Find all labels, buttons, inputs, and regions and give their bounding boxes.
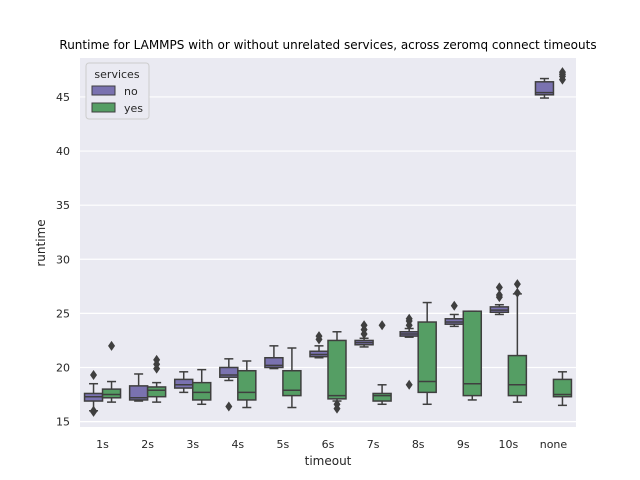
x-tick-label: 3s bbox=[186, 438, 199, 451]
outlier-point bbox=[315, 331, 323, 342]
box-yes-1s bbox=[101, 340, 122, 403]
box-no-9s bbox=[444, 300, 465, 328]
outlier-point bbox=[513, 287, 521, 298]
box-yes-9s bbox=[462, 310, 483, 401]
box-yes-2s bbox=[146, 354, 167, 403]
y-tick-label: 40 bbox=[56, 145, 70, 158]
box-plots bbox=[83, 67, 573, 417]
x-tick-label: 4s bbox=[231, 438, 244, 451]
outlier-point bbox=[405, 379, 413, 390]
box-body bbox=[264, 356, 284, 369]
box-yes-10s bbox=[507, 279, 528, 403]
x-tick-label: 9s bbox=[457, 438, 470, 451]
box-yes-5s bbox=[282, 347, 302, 409]
box-no-10s bbox=[489, 282, 510, 316]
box-body bbox=[462, 310, 483, 397]
box-yes-6s bbox=[327, 331, 347, 414]
box-yes-none bbox=[552, 67, 573, 407]
box-body bbox=[101, 388, 122, 399]
legend: services no yes bbox=[85, 62, 150, 120]
outlier-point bbox=[405, 313, 413, 324]
box-body bbox=[507, 354, 528, 397]
box-yes-7s bbox=[372, 320, 392, 406]
x-tick-label: 6s bbox=[322, 438, 335, 451]
box-no-none bbox=[534, 77, 555, 99]
box-body bbox=[417, 321, 437, 394]
y-tick-label: 15 bbox=[56, 416, 70, 429]
box-no-4s bbox=[219, 358, 239, 412]
y-tick-label: 20 bbox=[56, 361, 70, 374]
outlier-point bbox=[495, 289, 503, 300]
box-body bbox=[237, 369, 257, 401]
legend-title: services bbox=[94, 68, 139, 81]
box-yes-3s bbox=[191, 368, 212, 406]
box-body bbox=[372, 392, 392, 402]
box-body bbox=[173, 378, 194, 389]
outlier-point bbox=[378, 320, 386, 331]
grid-lines bbox=[80, 96, 576, 423]
outlier-point bbox=[90, 370, 98, 381]
outlier-point bbox=[495, 282, 503, 293]
legend-label-no: no bbox=[124, 85, 138, 98]
chart-title: Runtime for LAMMPS with or without unrel… bbox=[59, 38, 596, 52]
outlier-point bbox=[333, 403, 341, 414]
x-tick-label: none bbox=[540, 438, 568, 451]
box-body bbox=[191, 381, 212, 401]
x-axis-label: timeout bbox=[305, 454, 352, 468]
x-tick-label: 8s bbox=[412, 438, 425, 451]
box-no-5s bbox=[264, 345, 284, 370]
outlier-point bbox=[225, 401, 233, 412]
x-tick-label: 1s bbox=[96, 438, 109, 451]
x-tick-label: 5s bbox=[277, 438, 290, 451]
box-no-6s bbox=[309, 331, 329, 359]
box-body bbox=[146, 386, 167, 398]
y-tick-label: 45 bbox=[56, 91, 70, 104]
box-yes-8s bbox=[417, 301, 437, 406]
box-yes-4s bbox=[237, 360, 257, 409]
x-tick-label: 7s bbox=[367, 438, 380, 451]
y-axis-ticks: 15 20 25 30 35 40 45 bbox=[56, 91, 70, 429]
outlier-point bbox=[513, 279, 521, 290]
x-axis-ticks: 1s 2s 3s 4s 5s 6s 7s 8s 9s 10s none bbox=[96, 438, 567, 451]
box-body bbox=[327, 339, 347, 400]
y-tick-label: 25 bbox=[56, 307, 70, 320]
outlier-point bbox=[450, 300, 458, 311]
legend-swatch-no bbox=[91, 85, 116, 96]
outlier-point bbox=[108, 340, 116, 351]
box-no-2s bbox=[128, 373, 149, 402]
y-axis-label: runtime bbox=[34, 219, 48, 266]
box-no-1s bbox=[83, 370, 104, 417]
box-no-8s bbox=[399, 313, 419, 390]
box-body bbox=[534, 81, 555, 96]
legend-label-yes: yes bbox=[124, 102, 143, 115]
box-body bbox=[282, 369, 302, 397]
outlier-point bbox=[90, 406, 98, 417]
outlier-point bbox=[558, 67, 566, 78]
x-tick-label: 10s bbox=[498, 438, 518, 451]
y-tick-label: 35 bbox=[56, 199, 70, 212]
y-tick-label: 30 bbox=[56, 253, 70, 266]
box-no-7s bbox=[354, 320, 374, 348]
box-body bbox=[552, 378, 573, 398]
outlier-point bbox=[360, 320, 368, 331]
legend-swatch-yes bbox=[91, 102, 116, 113]
x-tick-label: 2s bbox=[141, 438, 154, 451]
outlier-point bbox=[153, 354, 161, 365]
